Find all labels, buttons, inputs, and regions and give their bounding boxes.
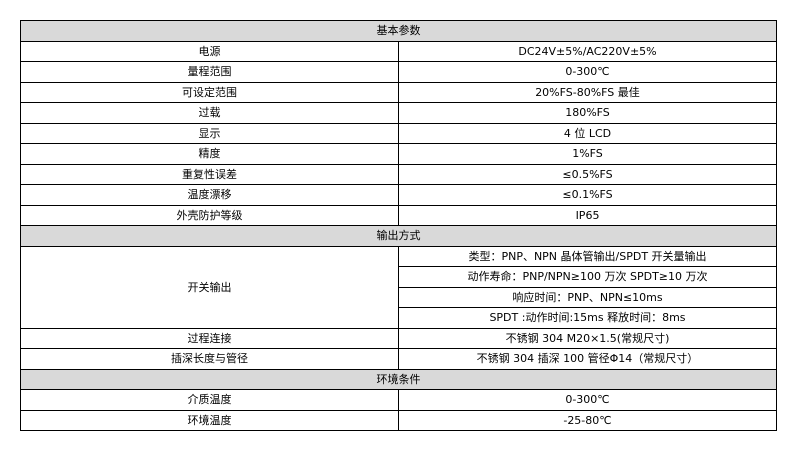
table-row: 过程连接 不锈钢 304 M20×1.5(常规尺寸) <box>20 327 777 349</box>
row-value: 不锈钢 304 插深 100 管径Φ14（常规尺寸） <box>398 348 777 370</box>
table-row: 显示 4 位 LCD <box>20 122 777 144</box>
table-row: 电源 DC24V±5%/AC220V±5% <box>20 40 777 62</box>
row-value: SPDT :动作时间:15ms 释放时间：8ms <box>398 307 777 329</box>
row-label: 量程范围 <box>20 61 399 83</box>
row-value: IP65 <box>398 204 777 226</box>
row-label: 重复性误差 <box>20 163 399 185</box>
row-value: 响应时间：PNP、NPN≤10ms <box>398 286 777 308</box>
table-row: 过载 180%FS <box>20 102 777 124</box>
table-row: 外壳防护等级 IP65 <box>20 204 777 226</box>
row-value: 1%FS <box>398 143 777 165</box>
table-row: 插深长度与管径 不锈钢 304 插深 100 管径Φ14（常规尺寸） <box>20 348 777 370</box>
row-label: 过载 <box>20 102 399 124</box>
table-row: 环境温度 -25-80℃ <box>20 409 777 431</box>
row-value: 20%FS-80%FS 最佳 <box>398 81 777 103</box>
table-row: 量程范围 0-300℃ <box>20 61 777 83</box>
row-label: 电源 <box>20 40 399 62</box>
table-row: 开关输出 类型：PNP、NPN 晶体管输出/SPDT 开关量输出 <box>20 245 777 329</box>
row-value: 动作寿命：PNP/NPN≥100 万次 SPDT≥10 万次 <box>398 266 777 288</box>
row-value: ≤0.1%FS <box>398 184 777 206</box>
section-title: 环境条件 <box>20 368 777 390</box>
row-label: 显示 <box>20 122 399 144</box>
row-label: 过程连接 <box>20 327 399 349</box>
row-value: 180%FS <box>398 102 777 124</box>
row-value: 0-300℃ <box>398 61 777 83</box>
table-row: 可设定范围 20%FS-80%FS 最佳 <box>20 81 777 103</box>
row-label: 温度漂移 <box>20 184 399 206</box>
section-title: 基本参数 <box>20 20 777 42</box>
row-value: 不锈钢 304 M20×1.5(常规尺寸) <box>398 327 777 349</box>
row-label: 开关输出 <box>20 245 399 329</box>
row-value: 类型：PNP、NPN 晶体管输出/SPDT 开关量输出 <box>398 245 777 267</box>
section-title: 输出方式 <box>20 225 777 247</box>
row-label: 可设定范围 <box>20 81 399 103</box>
row-label: 介质温度 <box>20 389 399 411</box>
section-header: 输出方式 <box>20 225 777 247</box>
row-label: 精度 <box>20 143 399 165</box>
row-value: -25-80℃ <box>398 409 777 431</box>
table-row: 重复性误差 ≤0.5%FS <box>20 163 777 185</box>
table-row: 介质温度 0-300℃ <box>20 389 777 411</box>
spec-table: 基本参数 电源 DC24V±5%/AC220V±5% 量程范围 0-300℃ 可设定范围 2… <box>20 20 777 431</box>
row-label: 外壳防护等级 <box>20 204 399 226</box>
table-row: 精度 1%FS <box>20 143 777 165</box>
row-value: ≤0.5%FS <box>398 163 777 185</box>
section-header: 环境条件 <box>20 368 777 390</box>
row-label: 插深长度与管径 <box>20 348 399 370</box>
row-value: 0-300℃ <box>398 389 777 411</box>
row-value: 4 位 LCD <box>398 122 777 144</box>
section-header: 基本参数 <box>20 20 777 42</box>
table-row: 温度漂移 ≤0.1%FS <box>20 184 777 206</box>
row-value: DC24V±5%/AC220V±5% <box>398 40 777 62</box>
row-label: 环境温度 <box>20 409 399 431</box>
